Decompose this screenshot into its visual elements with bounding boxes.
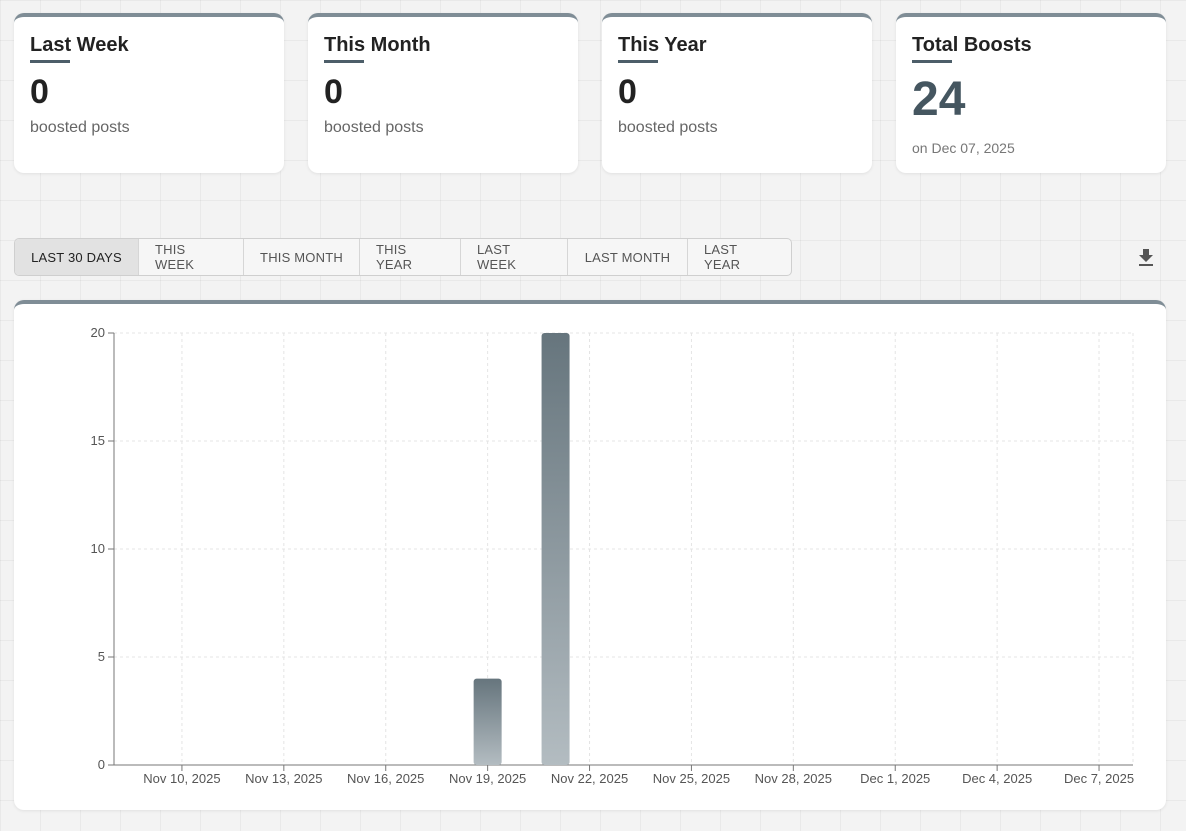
tab-last-year[interactable]: LAST YEAR (704, 242, 741, 272)
x-tick-label: Nov 28, 2025 (755, 771, 832, 786)
x-tick-label: Nov 10, 2025 (143, 771, 220, 786)
title-underline (30, 60, 70, 63)
stat-card-this-month: This Month 0 boosted posts (308, 13, 578, 173)
title-underline (912, 60, 952, 63)
tab-this-year[interactable]: THIS YEAR (360, 239, 461, 275)
download-button[interactable] (1134, 246, 1158, 270)
x-tick-label: Nov 22, 2025 (551, 771, 628, 786)
stat-card-last-week: Last Week 0 boosted posts (14, 13, 284, 173)
date-range-tabs: LAST 30 DAYS THIS WEEK THIS MONTH THIS Y… (14, 238, 792, 276)
bar-2025-11-21 (541, 333, 570, 765)
y-tick-label: 5 (98, 649, 105, 664)
stat-value: 0 (618, 73, 637, 111)
download-icon (1139, 249, 1153, 266)
x-tick-label: Dec 7, 2025 (1064, 771, 1134, 786)
stat-subtitle: boosted posts (30, 119, 130, 136)
stat-title: Last Week (30, 34, 129, 56)
tab-last-30-days[interactable]: LAST 30 DAYS (15, 239, 139, 275)
stat-subtitle: boosted posts (324, 119, 424, 136)
title-underline (324, 60, 364, 63)
y-tick-label: 10 (91, 541, 105, 556)
stat-subtitle: on Dec 07, 2025 (912, 140, 1015, 156)
y-tick-label: 20 (91, 325, 105, 340)
stat-title: This Month (324, 34, 431, 56)
x-tick-label: Nov 16, 2025 (347, 771, 424, 786)
stat-subtitle: boosted posts (618, 119, 718, 136)
chart-card: 0 5 10 15 20 Nov 10, 2025 Nov 13, 2025 Nov 16, … (14, 300, 1166, 810)
stat-card-this-year: This Year 0 boosted posts (602, 13, 872, 173)
y-tick-label: 15 (91, 433, 105, 448)
stat-title: Total Boosts (912, 34, 1032, 56)
tab-last-week[interactable]: LAST WEEK (461, 239, 568, 275)
stat-value: 24 (912, 73, 966, 126)
tab-this-week[interactable]: THIS WEEK (139, 239, 244, 275)
stat-value: 0 (30, 73, 49, 111)
y-tick-label: 0 (98, 757, 105, 772)
bar-2025-11-19 (473, 678, 502, 765)
stat-title: This Year (618, 34, 707, 56)
x-tick-label: Nov 19, 2025 (449, 771, 526, 786)
tab-this-month[interactable]: THIS MONTH (244, 239, 360, 275)
title-underline (618, 60, 658, 63)
x-tick-label: Dec 1, 2025 (860, 771, 930, 786)
tab-last-month[interactable]: LAST MONTH (568, 239, 688, 275)
x-tick-label: Nov 13, 2025 (245, 771, 322, 786)
boosts-bar-chart: 0 5 10 15 20 Nov 10, 2025 Nov 13, 2025 Nov 16, … (91, 325, 1135, 786)
stat-value: 0 (324, 73, 343, 111)
stat-card-total-boosts: Total Boosts 24 on Dec 07, 2025 (896, 13, 1166, 173)
x-tick-label: Dec 4, 2025 (962, 771, 1032, 786)
x-tick-label: Nov 25, 2025 (653, 771, 730, 786)
